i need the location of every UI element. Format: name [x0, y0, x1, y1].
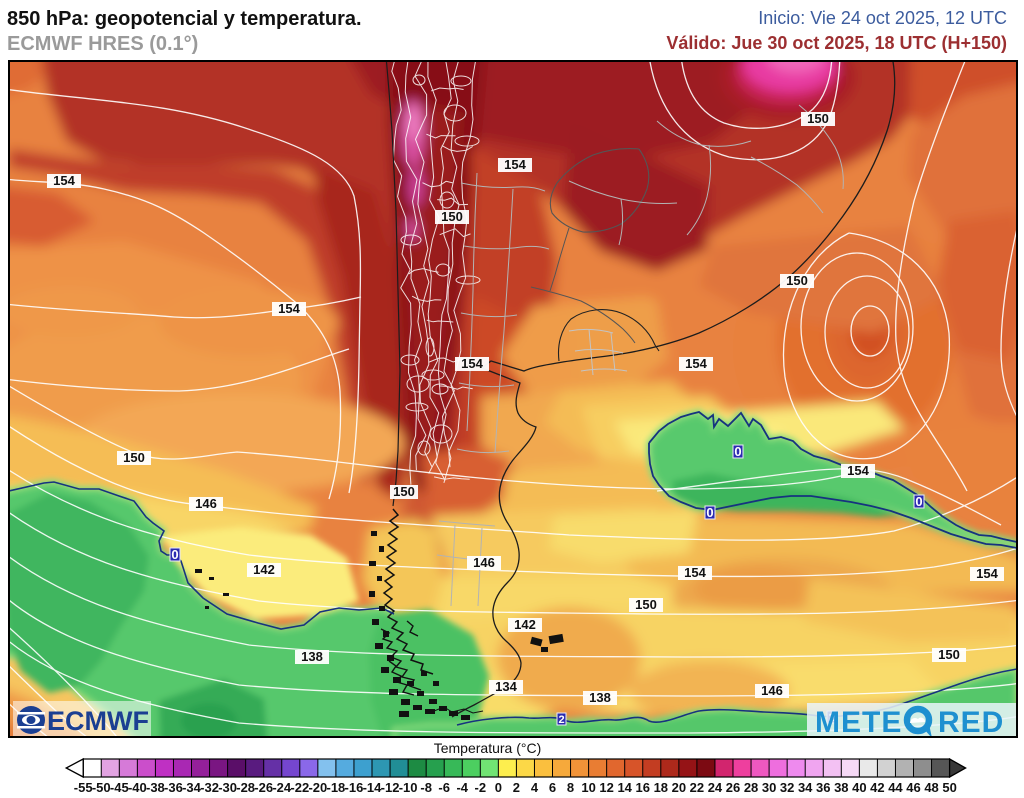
svg-text:-38: -38 — [146, 780, 165, 795]
svg-text:154: 154 — [976, 566, 998, 581]
svg-text:154: 154 — [504, 157, 526, 172]
svg-text:RED: RED — [938, 706, 1004, 737]
svg-text:154: 154 — [685, 356, 707, 371]
svg-text:-36: -36 — [164, 780, 183, 795]
svg-text:-30: -30 — [218, 780, 237, 795]
svg-text:-10: -10 — [399, 780, 418, 795]
svg-text:22: 22 — [690, 780, 704, 795]
svg-text:154: 154 — [847, 463, 869, 478]
svg-text:-20: -20 — [308, 780, 327, 795]
svg-text:40: 40 — [852, 780, 866, 795]
svg-text:-2: -2 — [475, 780, 487, 795]
svg-text:18: 18 — [654, 780, 668, 795]
svg-text:-26: -26 — [254, 780, 273, 795]
svg-text:-50: -50 — [92, 780, 111, 795]
svg-text:142: 142 — [253, 562, 275, 577]
svg-text:150: 150 — [635, 597, 657, 612]
svg-text:150: 150 — [123, 450, 145, 465]
svg-text:138: 138 — [589, 690, 611, 705]
svg-text:2: 2 — [513, 780, 520, 795]
svg-text:10: 10 — [581, 780, 595, 795]
svg-text:46: 46 — [906, 780, 920, 795]
svg-text:0: 0 — [171, 547, 178, 562]
svg-text:32: 32 — [780, 780, 794, 795]
svg-text:24: 24 — [708, 780, 723, 795]
svg-text:150: 150 — [786, 273, 808, 288]
svg-text:20: 20 — [672, 780, 686, 795]
svg-text:146: 146 — [761, 683, 783, 698]
svg-text:142: 142 — [514, 617, 536, 632]
svg-text:134: 134 — [495, 679, 517, 694]
svg-text:36: 36 — [816, 780, 830, 795]
svg-text:6: 6 — [549, 780, 556, 795]
svg-text:-55: -55 — [74, 780, 93, 795]
svg-text:ECMWF: ECMWF — [47, 706, 149, 736]
svg-text:-40: -40 — [128, 780, 147, 795]
svg-text:-4: -4 — [456, 780, 468, 795]
svg-text:8: 8 — [567, 780, 574, 795]
svg-text:48: 48 — [924, 780, 938, 795]
svg-text:150: 150 — [938, 647, 960, 662]
svg-text:-8: -8 — [420, 780, 432, 795]
svg-text:-34: -34 — [182, 780, 202, 795]
svg-text:-14: -14 — [363, 780, 383, 795]
svg-text:0: 0 — [706, 505, 713, 520]
svg-text:0: 0 — [734, 444, 741, 459]
svg-text:38: 38 — [834, 780, 848, 795]
svg-text:146: 146 — [473, 555, 495, 570]
svg-text:-12: -12 — [381, 780, 400, 795]
svg-text:2: 2 — [558, 714, 564, 726]
svg-text:34: 34 — [798, 780, 813, 795]
svg-text:50: 50 — [942, 780, 956, 795]
svg-text:0: 0 — [915, 494, 922, 509]
svg-text:-32: -32 — [200, 780, 219, 795]
svg-text:0: 0 — [495, 780, 502, 795]
svg-text:150: 150 — [807, 111, 829, 126]
svg-text:146: 146 — [195, 496, 217, 511]
svg-text:4: 4 — [531, 780, 539, 795]
svg-text:-24: -24 — [272, 780, 292, 795]
svg-text:-28: -28 — [236, 780, 255, 795]
svg-text:METE: METE — [815, 706, 902, 737]
svg-text:16: 16 — [636, 780, 650, 795]
svg-text:154: 154 — [278, 301, 300, 316]
svg-text:154: 154 — [684, 565, 706, 580]
svg-text:-22: -22 — [290, 780, 309, 795]
svg-text:138: 138 — [301, 649, 323, 664]
svg-text:42: 42 — [870, 780, 884, 795]
svg-text:154: 154 — [461, 356, 483, 371]
svg-text:44: 44 — [888, 780, 903, 795]
svg-text:-45: -45 — [110, 780, 129, 795]
svg-text:14: 14 — [617, 780, 632, 795]
svg-text:-16: -16 — [345, 780, 364, 795]
svg-text:154: 154 — [53, 173, 75, 188]
svg-text:150: 150 — [441, 209, 463, 224]
svg-text:12: 12 — [599, 780, 613, 795]
svg-text:150: 150 — [393, 484, 415, 499]
svg-text:30: 30 — [762, 780, 776, 795]
svg-text:-18: -18 — [327, 780, 346, 795]
svg-text:28: 28 — [744, 780, 758, 795]
svg-text:-6: -6 — [438, 780, 450, 795]
svg-text:26: 26 — [726, 780, 740, 795]
